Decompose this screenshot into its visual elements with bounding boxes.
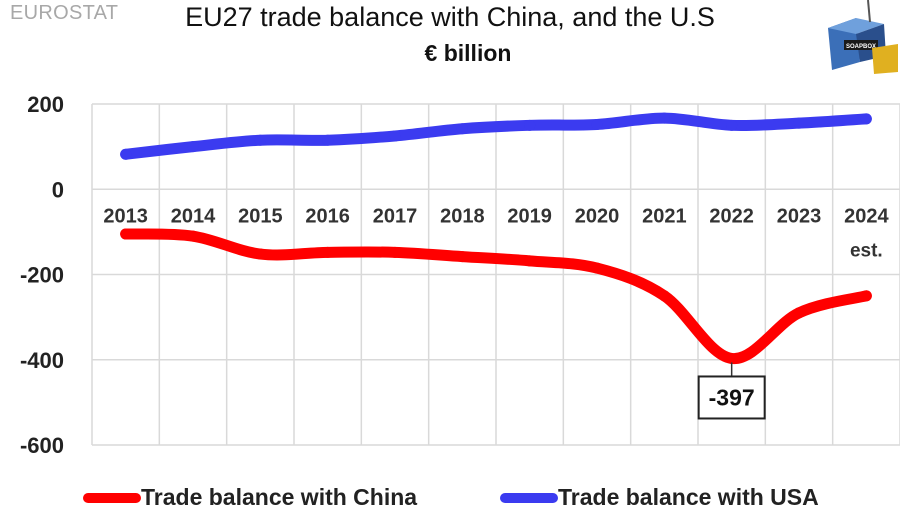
x-axis: 2013 2014 2015 2016 2017 2018 2019 2020 2021 2022…	[103, 205, 889, 261]
data-point	[591, 118, 603, 130]
x-tick-label: 2013	[103, 205, 148, 227]
x-tick-label: 2014	[171, 205, 216, 227]
data-point	[658, 112, 670, 124]
data-point	[254, 134, 266, 146]
data-point	[860, 113, 872, 125]
x-tick-label: 2022	[709, 205, 754, 227]
logo-crane-line	[867, 0, 871, 23]
data-point	[591, 262, 603, 274]
data-point	[524, 255, 536, 267]
data-point	[793, 307, 805, 319]
data-point	[726, 119, 738, 131]
chart-subtitle: € billion	[424, 40, 512, 66]
chart-annotations: -397	[697, 362, 766, 420]
series-line-usa	[120, 112, 872, 160]
x-tick-label: 2016	[305, 205, 350, 227]
data-point	[793, 117, 805, 129]
x-tick-label: 2018	[440, 205, 485, 227]
x-tick-label: 2023	[777, 205, 822, 227]
data-point	[389, 130, 401, 142]
data-point	[187, 141, 199, 153]
data-point	[658, 290, 670, 302]
x-tick-label: 2015	[238, 205, 283, 227]
y-tick-label: -200	[20, 263, 64, 288]
x-tick-label: 2017	[373, 205, 418, 227]
y-tick-label: -600	[20, 433, 64, 458]
legend-swatch-china	[83, 492, 141, 503]
data-point	[120, 228, 132, 240]
x-tick-label: 2024	[844, 205, 889, 227]
logo-label-text: SOAPBOX	[846, 44, 876, 50]
y-tick-label: 200	[27, 92, 64, 117]
data-point	[456, 251, 468, 263]
data-point	[322, 134, 334, 146]
data-point	[187, 230, 199, 242]
y-tick-label: 0	[52, 177, 64, 202]
legend-label-usa: Trade balance with USA	[558, 484, 819, 510]
series-lines	[120, 112, 872, 364]
source-label: EUROSTAT	[10, 2, 119, 24]
x-tick-label: 2019	[507, 205, 552, 227]
legend-swatch-usa	[500, 492, 558, 503]
y-tick-label: -400	[20, 348, 64, 373]
x-tick-label: 2020	[575, 205, 620, 227]
data-point	[254, 248, 266, 260]
legend-item-usa: Trade balance with USA	[500, 484, 819, 511]
data-point	[726, 352, 738, 364]
y-axis: 200 0 -200 -400 -600	[20, 92, 64, 458]
logo-label	[844, 40, 878, 50]
data-point	[860, 290, 872, 302]
soapbox-logo: SOAPBOX	[828, 0, 898, 74]
data-point	[120, 148, 132, 160]
data-point	[456, 123, 468, 135]
annotation-label: -397	[709, 384, 755, 410]
data-point	[322, 246, 334, 258]
x-tick-label: 2021	[642, 205, 687, 227]
data-point	[389, 246, 401, 258]
data-point	[524, 119, 536, 131]
annotation-box	[697, 375, 766, 420]
chart-title: EU27 trade balance with China, and the U…	[185, 2, 715, 32]
x-tick-sublabel: est.	[850, 240, 883, 261]
legend-item-china: Trade balance with China	[83, 484, 417, 511]
chart-grid	[91, 103, 900, 446]
logo-yellow-block	[872, 44, 898, 74]
legend-label-china: Trade balance with China	[141, 484, 418, 510]
